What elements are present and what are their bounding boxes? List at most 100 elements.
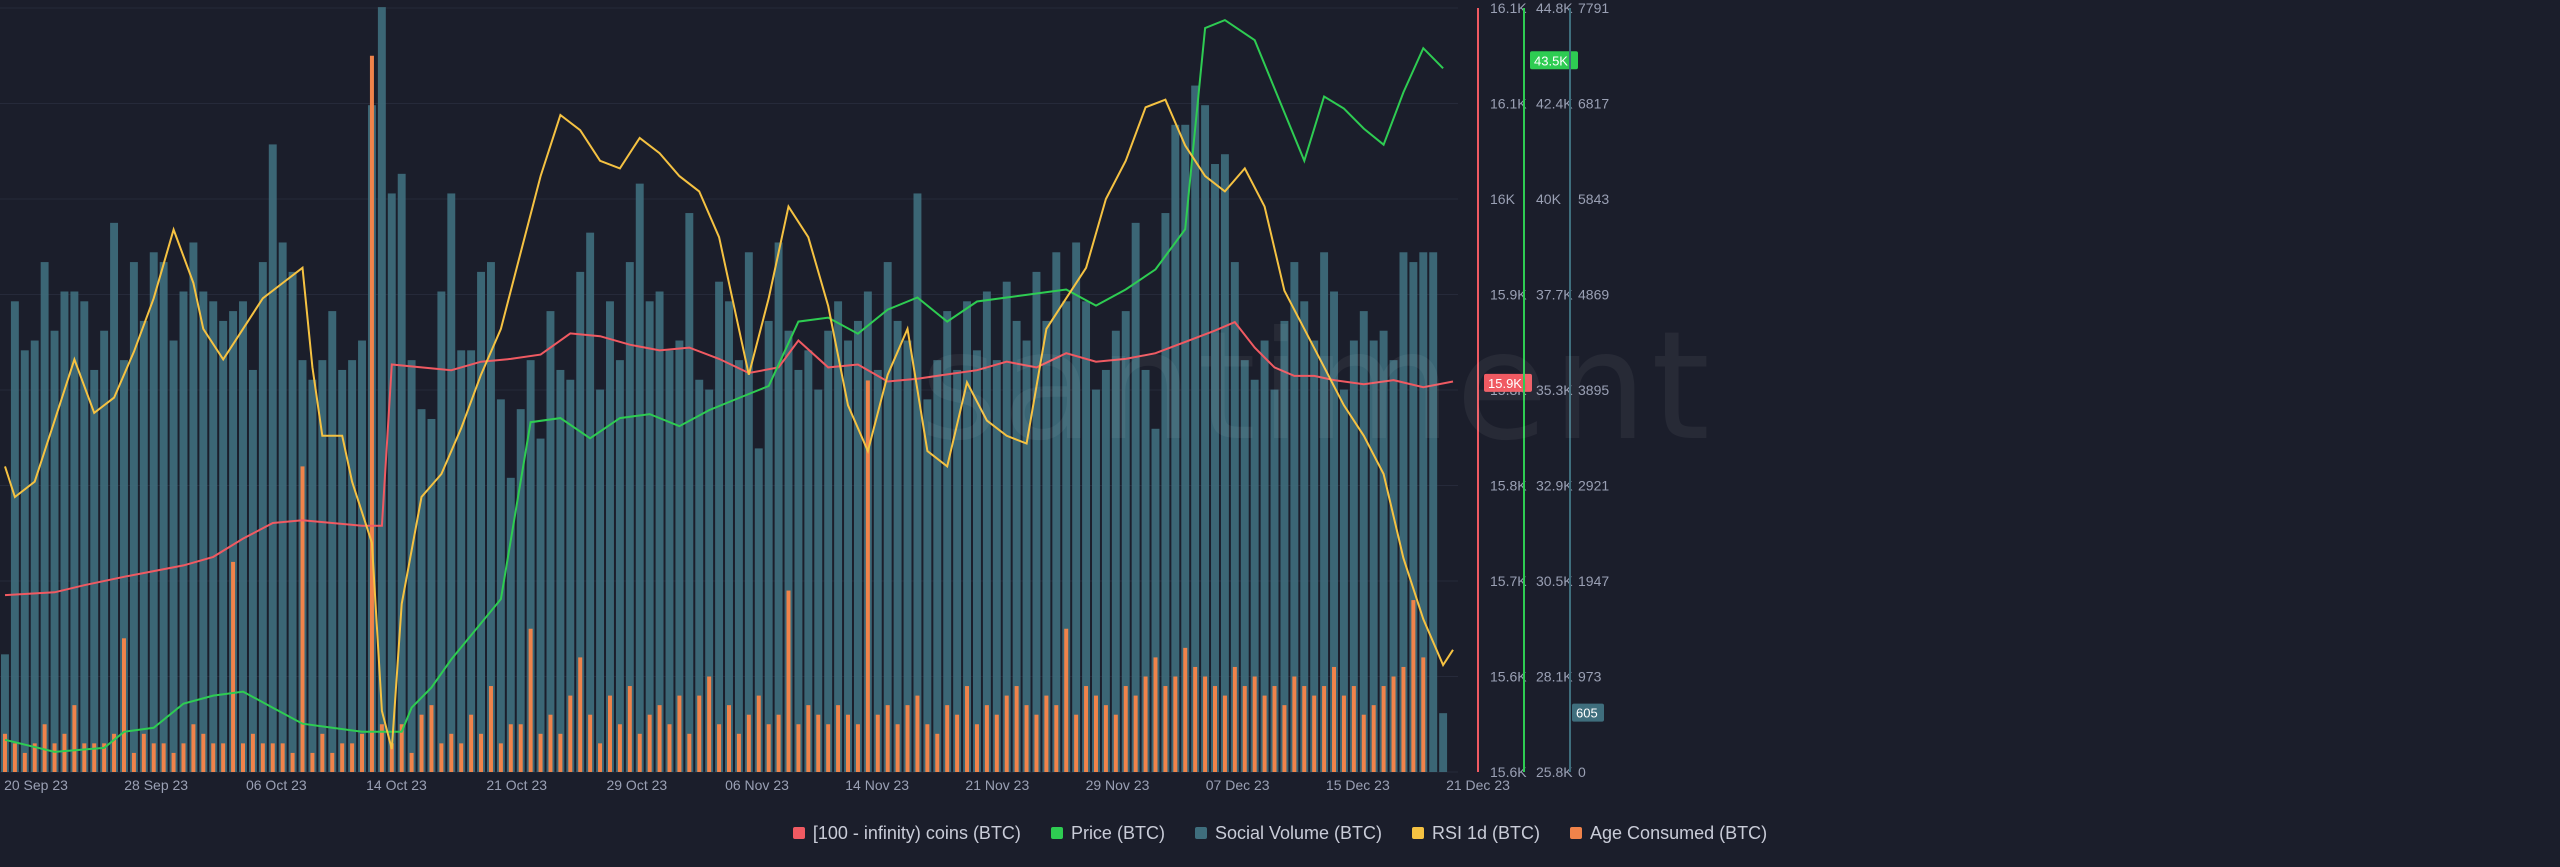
bar-social-volume (20, 350, 29, 772)
bar-social-volume (1211, 164, 1219, 773)
bar-social-volume (982, 291, 991, 772)
bar-social-volume (1092, 389, 1100, 772)
bar-social-volume (70, 291, 79, 772)
bar-age-consumed (469, 714, 474, 772)
bar-social-volume (963, 301, 971, 772)
bar-age-consumed (955, 714, 960, 772)
bar-social-volume (1121, 311, 1130, 772)
bar-age-consumed (121, 638, 126, 772)
bar-social-volume (477, 271, 485, 772)
bar-social-volume (100, 330, 109, 772)
last-value-label-social: 605 (1576, 706, 1598, 721)
bar-age-consumed (1084, 686, 1089, 772)
bar-age-consumed (687, 733, 692, 772)
bar-social-volume (953, 369, 962, 772)
bar-age-consumed (112, 733, 117, 772)
bar-social-volume (60, 291, 69, 772)
tick-label-whale: 16K (1490, 191, 1516, 207)
bar-age-consumed (806, 705, 811, 772)
bar-age-consumed (92, 743, 97, 772)
bar-social-volume (844, 340, 852, 772)
bar-age-consumed (171, 752, 176, 772)
tick-label-price: 37.7K (1536, 287, 1573, 303)
bar-social-volume (784, 330, 793, 772)
bar-social-volume (1022, 340, 1031, 772)
bar-age-consumed (22, 752, 27, 772)
bar-social-volume (80, 301, 89, 772)
tick-label-whale: 16.1K (1490, 96, 1527, 112)
bar-social-volume (199, 291, 208, 772)
bar-age-consumed (270, 743, 275, 772)
x-tick-label: 28 Sep 23 (124, 777, 188, 793)
legend-label-rsi: RSI 1d (BTC) (1432, 822, 1541, 843)
bar-social-volume (1111, 330, 1120, 772)
bar-age-consumed (1113, 714, 1118, 772)
bar-social-volume (1171, 124, 1180, 772)
bar-age-consumed (846, 714, 851, 772)
bar-age-consumed (280, 743, 285, 772)
bar-age-consumed (1143, 676, 1148, 772)
legend-item-rsi[interactable]: RSI 1d (BTC) (1412, 823, 1540, 844)
tick-label-whale: 15.6K (1490, 669, 1527, 685)
bar-social-volume (1389, 360, 1398, 772)
bar-age-consumed (1262, 695, 1267, 772)
bar-age-consumed (12, 743, 17, 772)
bar-social-volume (903, 340, 912, 772)
bar-age-consumed (905, 705, 910, 772)
bar-age-consumed (1252, 676, 1257, 772)
bar-social-volume (695, 379, 704, 772)
tick-label-social: 2921 (1578, 478, 1609, 494)
bar-age-consumed (42, 724, 47, 772)
legend-item-social[interactable]: Social Volume (BTC) (1194, 823, 1382, 844)
bar-social-volume (774, 242, 783, 772)
bar-social-volume (1270, 389, 1279, 772)
bar-social-volume (268, 144, 277, 772)
legend-item-whale[interactable]: [100 - infinity) coins (BTC) (792, 823, 1021, 844)
bar-age-consumed (508, 724, 513, 772)
bar-age-consumed (875, 714, 880, 772)
bar-social-volume (1151, 428, 1160, 772)
bar-social-volume (159, 262, 168, 772)
tick-label-price: 35.3K (1536, 382, 1573, 398)
bar-age-consumed (528, 628, 533, 772)
bar-age-consumed (1193, 666, 1198, 772)
legend-item-price[interactable]: Price (BTC) (1050, 823, 1165, 844)
bar-social-volume (1201, 105, 1210, 772)
bar-age-consumed (816, 714, 821, 772)
bar-age-consumed (62, 733, 67, 772)
bar-age-consumed (1222, 695, 1227, 772)
bar-age-consumed (588, 714, 593, 772)
bar-age-consumed (320, 733, 325, 772)
bar-social-volume (1300, 301, 1309, 772)
legend-item-age[interactable]: Age Consumed (BTC) (1570, 823, 1767, 844)
bar-social-volume (1419, 252, 1428, 773)
bar-age-consumed (1054, 705, 1059, 772)
bar-social-volume (526, 360, 535, 772)
bar-age-consumed (974, 724, 979, 772)
bar-age-consumed (548, 714, 553, 772)
tick-label-social: 7791 (1578, 0, 1609, 16)
x-tick-label: 29 Nov 23 (1086, 777, 1150, 793)
x-tick-label: 21 Oct 23 (486, 777, 547, 793)
bar-age-consumed (459, 743, 464, 772)
bar-age-consumed (667, 724, 672, 772)
bar-age-consumed (647, 714, 652, 772)
bar-social-volume (397, 173, 406, 772)
bar-social-volume (1280, 320, 1289, 772)
bar-social-volume (417, 409, 426, 772)
bar-social-volume (487, 262, 495, 772)
bar-social-volume (110, 222, 119, 773)
bar-age-consumed (429, 705, 434, 772)
tick-label-price: 30.5K (1536, 573, 1573, 589)
bar-social-volume (1012, 320, 1021, 772)
bar-social-volume (913, 193, 922, 772)
bar-social-volume (1141, 369, 1150, 772)
bar-social-volume (219, 320, 228, 772)
bar-social-volume (546, 311, 555, 772)
tick-label-price: 32.9K (1536, 478, 1573, 494)
bar-age-consumed (727, 705, 731, 772)
bar-age-consumed (1213, 686, 1217, 772)
tick-label-price: 40K (1536, 191, 1562, 207)
bar-age-consumed (1183, 647, 1188, 772)
